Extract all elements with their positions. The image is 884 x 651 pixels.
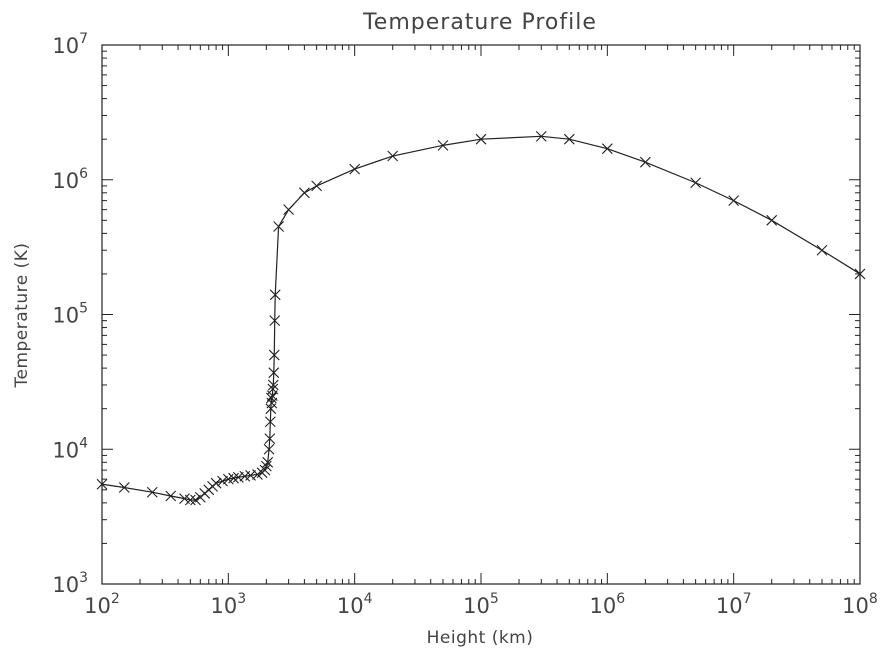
- data-point-x-marker: [268, 367, 280, 379]
- data-point-x-marker: [639, 156, 651, 168]
- data-point-x-marker: [563, 133, 575, 145]
- data-point-x-marker: [165, 490, 177, 502]
- data-point-x-marker: [854, 268, 866, 280]
- data-point-x-marker: [311, 180, 323, 192]
- x-tick-label: 105: [463, 591, 499, 618]
- data-point-x-marker: [146, 486, 158, 498]
- x-tick-label: 107: [716, 591, 752, 618]
- data-point-x-marker: [728, 195, 740, 207]
- data-point-x-marker: [535, 130, 547, 142]
- data-point-x-marker: [475, 133, 487, 145]
- data-point-x-marker: [217, 475, 228, 487]
- x-tick-label: 106: [590, 591, 626, 618]
- data-point-x-marker: [269, 315, 281, 327]
- data-point-x-marker: [269, 289, 281, 301]
- y-tick-label: 103: [52, 570, 88, 597]
- x-tick-label: 103: [211, 591, 247, 618]
- data-point-x-marker: [210, 477, 222, 489]
- data-point-x-marker: [816, 244, 828, 256]
- data-point-x-marker: [349, 163, 361, 175]
- data-point-x-marker: [690, 177, 702, 189]
- data-point-x-marker: [437, 139, 449, 151]
- x-tick-label: 102: [84, 591, 120, 618]
- data-point-x-marker: [264, 416, 276, 428]
- data-point-x-marker: [262, 456, 274, 468]
- data-point-x-marker: [283, 204, 294, 216]
- data-point-x-marker: [601, 143, 613, 155]
- data-point-x-marker: [263, 443, 275, 455]
- data-point-x-marker: [268, 349, 280, 361]
- data-point-x-marker: [184, 494, 196, 506]
- data-point-x-marker: [190, 494, 201, 506]
- data-point-x-marker: [264, 433, 276, 444]
- y-axis-title: Temperature (K): [12, 242, 32, 388]
- data-point-x-marker: [260, 460, 272, 472]
- data-point-x-marker: [118, 482, 130, 493]
- data-point-x-marker: [267, 379, 279, 391]
- data-point-x-marker: [273, 221, 284, 232]
- data-point-x-marker: [228, 472, 239, 484]
- data-point-x-marker: [259, 464, 271, 476]
- data-point-x-marker: [96, 478, 108, 490]
- y-tick-label: 104: [52, 435, 88, 462]
- y-tick-label: 106: [52, 166, 88, 193]
- x-tick-label: 108: [842, 591, 878, 618]
- data-point-x-marker: [766, 214, 778, 226]
- chart-title: Temperature Profile: [362, 10, 597, 35]
- data-point-x-marker: [265, 392, 277, 404]
- plot-frame: [101, 44, 861, 585]
- y-tick-label: 105: [52, 301, 88, 328]
- data-point-x-marker: [267, 383, 279, 395]
- series-line: [101, 135, 861, 501]
- x-tick-label: 104: [337, 591, 373, 618]
- x-axis-title: Height (km): [427, 628, 534, 648]
- y-tick-label: 107: [52, 31, 88, 58]
- data-point-x-marker: [299, 187, 310, 199]
- data-point-x-marker: [387, 150, 399, 162]
